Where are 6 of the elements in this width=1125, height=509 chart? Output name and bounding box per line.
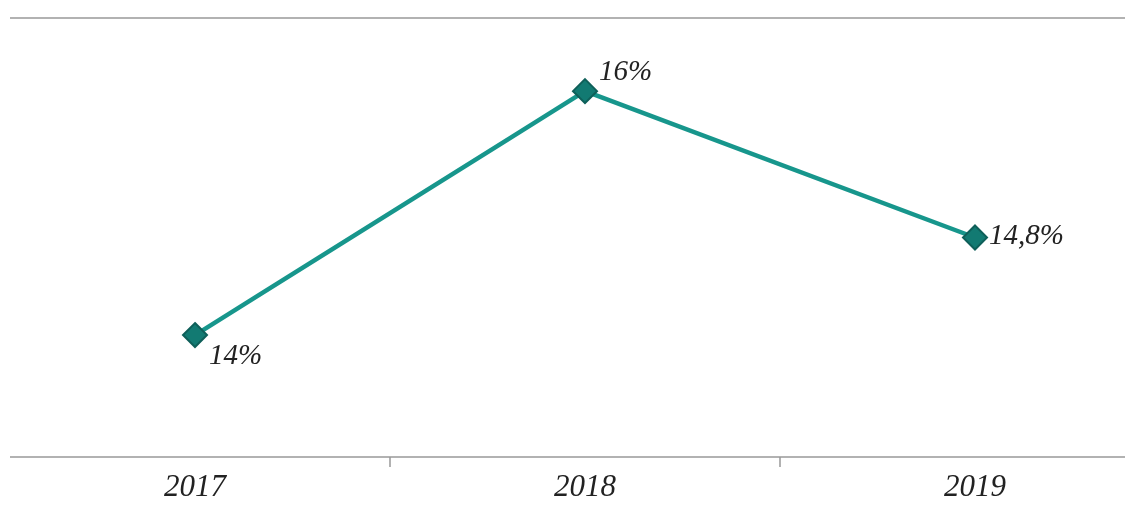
x-tick-label: 2017 <box>164 468 228 504</box>
x-tick-label: 2019 <box>944 468 1006 504</box>
data-label: 16% <box>599 53 653 86</box>
x-tick-label: 2018 <box>554 468 617 504</box>
data-label: 14% <box>209 337 263 370</box>
data-label: 14,8% <box>989 218 1064 251</box>
